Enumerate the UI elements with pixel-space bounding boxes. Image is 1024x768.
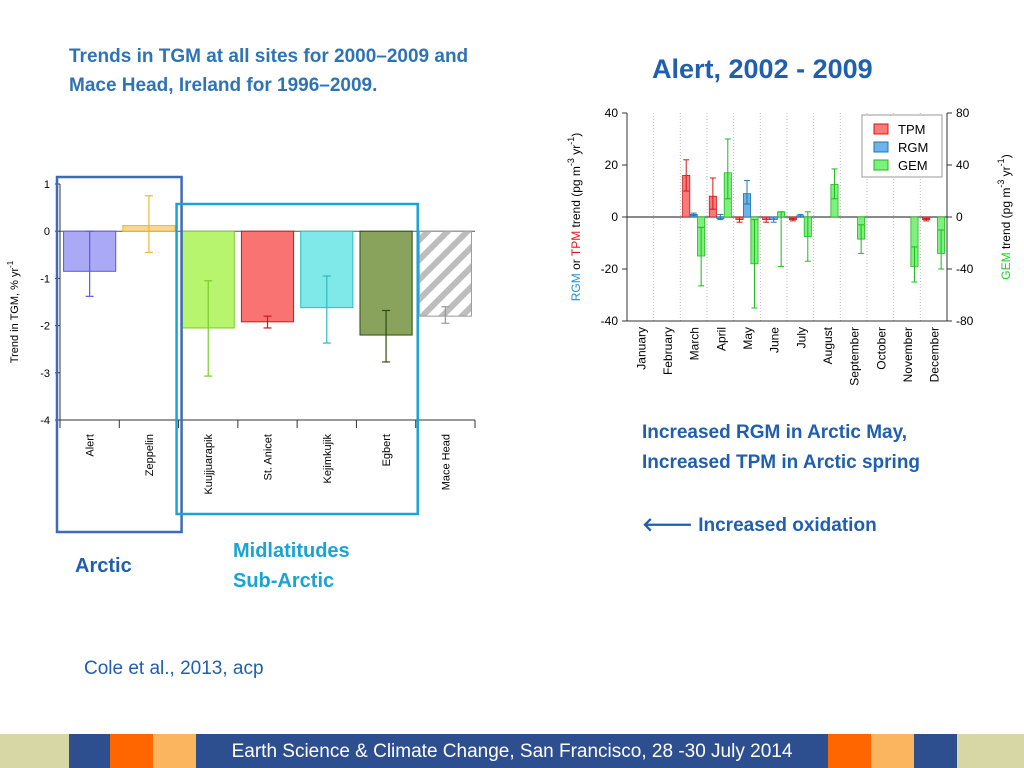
- y-tick-label: -2: [40, 321, 50, 333]
- legend-swatch-rgm: [873, 141, 889, 153]
- footer-block: [69, 734, 110, 768]
- left-y-tick-label: 20: [605, 158, 619, 172]
- left-y-axis-label-superscript: -1: [566, 137, 576, 145]
- bar-mace-head: [418, 230, 472, 317]
- right-y-tick-label: -80: [956, 314, 974, 328]
- left-arrow-icon: 🡐: [642, 515, 693, 536]
- left-y-tick-label: -20: [601, 262, 619, 276]
- group-box-midlatitudes-sub-arctic: [175, 202, 419, 516]
- left-y-axis-label-superscript: -3: [566, 158, 576, 166]
- right-y-tick-label: 40: [956, 158, 970, 172]
- x-tick-label-mace-head: Mace Head: [440, 434, 452, 490]
- note-tpm: Increased TPM in Arctic spring: [642, 452, 921, 473]
- month-label-november: November: [901, 327, 915, 382]
- month-label-february: February: [661, 327, 675, 375]
- group-box-arctic: [55, 175, 183, 534]
- bar-st-anicet: [240, 230, 295, 323]
- footer-block: [914, 734, 957, 768]
- footer-block: [871, 734, 914, 768]
- x-tick-label-kuujjuarapik: Kuujjuarapik: [203, 434, 215, 495]
- footer-block: [957, 734, 1024, 768]
- y-tick-label: -3: [40, 368, 50, 380]
- tgm-trend-chart: Alert Zeppelin Kuujjuarapik St. Anicet Kejim…: [6, 175, 476, 534]
- footer-block: [828, 734, 871, 768]
- legend-label-rgm: RGM: [898, 140, 928, 155]
- x-tick-label-kejimkujik: Kejimkujik: [322, 434, 334, 484]
- note-oxidation: 🡐 Increased oxidation: [642, 513, 877, 537]
- month-label-june: June: [768, 327, 782, 353]
- x-tick-label-egbert: Egbert: [381, 434, 393, 466]
- x-tick-label-zeppelin: Zeppelin: [144, 434, 156, 476]
- right-y-tick-label: -40: [956, 262, 974, 276]
- note-oxidation-text: Increased oxidation: [698, 515, 877, 536]
- footer-block: [196, 734, 828, 768]
- left-y-tick-label: -40: [601, 314, 619, 328]
- legend-label-tpm: TPM: [898, 122, 925, 137]
- x-tick-label-st-anicet: St. Anicet: [263, 434, 275, 480]
- month-label-july: July: [794, 327, 808, 348]
- left-title-line1: Trends in TGM at all sites for 2000–2009…: [69, 46, 469, 67]
- month-label-march: March: [688, 327, 702, 360]
- right-y-axis-label: GEM trend (pg m-3 yr-1): [996, 154, 1013, 279]
- y-tick-label: 0: [44, 226, 50, 238]
- right-y-axis-label-superscript: -3: [996, 180, 1006, 188]
- month-label-may: May: [741, 327, 755, 350]
- month-label-october: October: [874, 327, 888, 370]
- legend-label-gem: GEM: [898, 158, 928, 173]
- legend-swatch-tpm: [873, 123, 889, 135]
- y-axis-label: Trend in TGM, % yr-1: [6, 260, 21, 363]
- x-tick-label-alert: Alert: [85, 434, 97, 457]
- month-label-august: August: [821, 326, 835, 364]
- note-rgm: Increased RGM in Arctic May,: [642, 422, 908, 443]
- group-label-arctic: Arctic: [75, 555, 132, 577]
- left-title-line2: Mace Head, Ireland for 1996–2009.: [69, 75, 378, 96]
- left-y-axis-label: RGM or TPM trend (pg m-3 yr-1): [566, 133, 583, 302]
- right-y-tick-label: 0: [956, 210, 963, 224]
- month-label-april: April: [714, 327, 728, 351]
- right-y-axis-label-superscript: -1: [996, 158, 1006, 166]
- citation: Cole et al., 2013, acp: [84, 658, 264, 679]
- left-y-tick-label: 40: [605, 106, 619, 120]
- y-tick-label: -1: [40, 273, 50, 285]
- legend-swatch-gem: [873, 159, 889, 171]
- y-axis-label-superscript: -1: [6, 260, 15, 268]
- footer-block: [110, 734, 153, 768]
- month-label-january: January: [634, 327, 648, 370]
- right-chart-title: Alert, 2002 - 2009: [652, 54, 873, 84]
- month-label-december: December: [928, 327, 942, 382]
- group-label-subarctic: Sub-Arctic: [233, 570, 335, 592]
- y-tick-label: 1: [44, 179, 50, 191]
- month-label-september: September: [848, 327, 862, 386]
- left-y-tick-label: 0: [611, 210, 618, 224]
- footer-text: Earth Science & Climate Change, San Fran…: [231, 741, 793, 762]
- right-y-tick-label: 80: [956, 106, 970, 120]
- footer-color-band: [0, 734, 1024, 768]
- footer-block: [153, 734, 196, 768]
- footer-block: [0, 734, 69, 768]
- y-tick-label: -4: [40, 415, 50, 427]
- left-chart-title: Trends in TGM at all sites for 2000–2009…: [69, 42, 569, 100]
- alert-monthly-chart: 40 20 0 -20 -40 80 40 0 -40 -80 January February Mar…: [566, 106, 1013, 386]
- group-label-midlatitudes: Midlatitudes: [233, 540, 350, 562]
